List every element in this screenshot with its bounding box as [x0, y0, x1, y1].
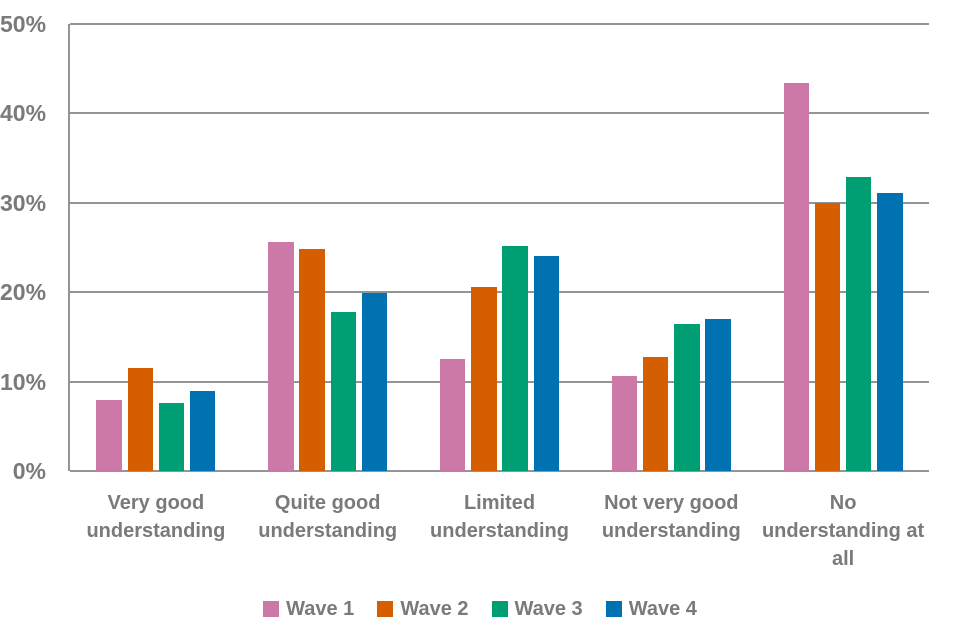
bar-wave-3-very-good-understanding: [158, 403, 185, 471]
bar-wave-3-quite-good-understanding: [330, 311, 356, 471]
gridline-20: [70, 291, 929, 294]
legend-label-wave-2: Wave 2: [400, 597, 469, 620]
plot-area: [68, 23, 929, 472]
legend-swatch-wave-4: [605, 601, 622, 617]
legend-label-wave-3: Wave 3: [514, 597, 583, 620]
bar-wave-4-limited-understanding: [533, 256, 559, 471]
legend-swatch-wave-3: [491, 601, 508, 617]
legend: Wave 1 Wave 2 Wave 3 Wave 4: [0, 596, 960, 622]
x-label-very-good-understanding: Very good understanding: [86, 492, 226, 542]
bar-wave-4-quite-good-understanding: [361, 293, 388, 471]
bar-wave-1-very-good-understanding: [96, 400, 122, 471]
x-axis-category-labels: Very good understanding Quite good unders…: [70, 489, 929, 585]
legend-item-wave-1: Wave 1: [263, 598, 354, 621]
legend-item-wave-2: Wave 2: [377, 597, 469, 621]
legend-label-wave-1: Wave 1: [286, 597, 355, 620]
bar-wave-3-limited-understanding: [502, 245, 528, 471]
bar-wave-1-limited-understanding: [440, 359, 466, 471]
bar-wave-2-quite-good-understanding: [299, 249, 325, 471]
gridline-30: [70, 201, 929, 204]
bar-wave-1-no-understanding-at-all: [783, 83, 809, 471]
legend-swatch-wave-2: [377, 601, 394, 617]
x-label-not-very-good-understanding: Not very good understanding: [601, 492, 741, 542]
bar-wave-1-quite-good-understanding: [268, 242, 294, 471]
y-tick-label-50: 50%: [0, 11, 47, 37]
bar-wave-4-not-very-good-understanding: [705, 319, 731, 471]
x-label-no-understanding-at-all: No understanding at all: [761, 492, 925, 570]
y-tick-label-40: 40%: [0, 100, 47, 127]
gridline-40: [70, 112, 929, 115]
legend-item-wave-4: Wave 4: [605, 597, 697, 621]
bar-wave-2-very-good-understanding: [127, 368, 153, 471]
x-label-limited-understanding: Limited understanding: [430, 492, 569, 542]
bar-wave-3-not-very-good-understanding: [674, 324, 700, 471]
y-tick-label-30: 30%: [0, 189, 47, 216]
gridline-50: [70, 23, 929, 25]
bar-wave-2-no-understanding-at-all: [814, 202, 841, 471]
y-tick-label-0: 0%: [12, 458, 46, 484]
legend-swatch-wave-1: [263, 601, 280, 617]
bar-wave-4-very-good-understanding: [190, 391, 216, 471]
x-label-quite-good-understanding: Quite good understanding: [258, 492, 398, 542]
y-axis-tick-labels: 0% 10% 20% 30% 40% 50%: [0, 0, 46, 640]
bar-wave-2-limited-understanding: [471, 286, 497, 471]
bar-wave-4-no-understanding-at-all: [877, 192, 903, 471]
gridline-10: [70, 380, 929, 383]
bar-wave-1-not-very-good-understanding: [611, 376, 638, 471]
gridline-0: [70, 470, 929, 472]
bar-wave-3-no-understanding-at-all: [846, 176, 872, 471]
legend-item-wave-3: Wave 3: [491, 597, 583, 621]
legend-label-wave-4: Wave 4: [628, 597, 697, 620]
y-tick-label-10: 10%: [0, 368, 47, 395]
bar-wave-2-not-very-good-understanding: [643, 356, 669, 471]
y-tick-label-20: 20%: [0, 279, 47, 306]
